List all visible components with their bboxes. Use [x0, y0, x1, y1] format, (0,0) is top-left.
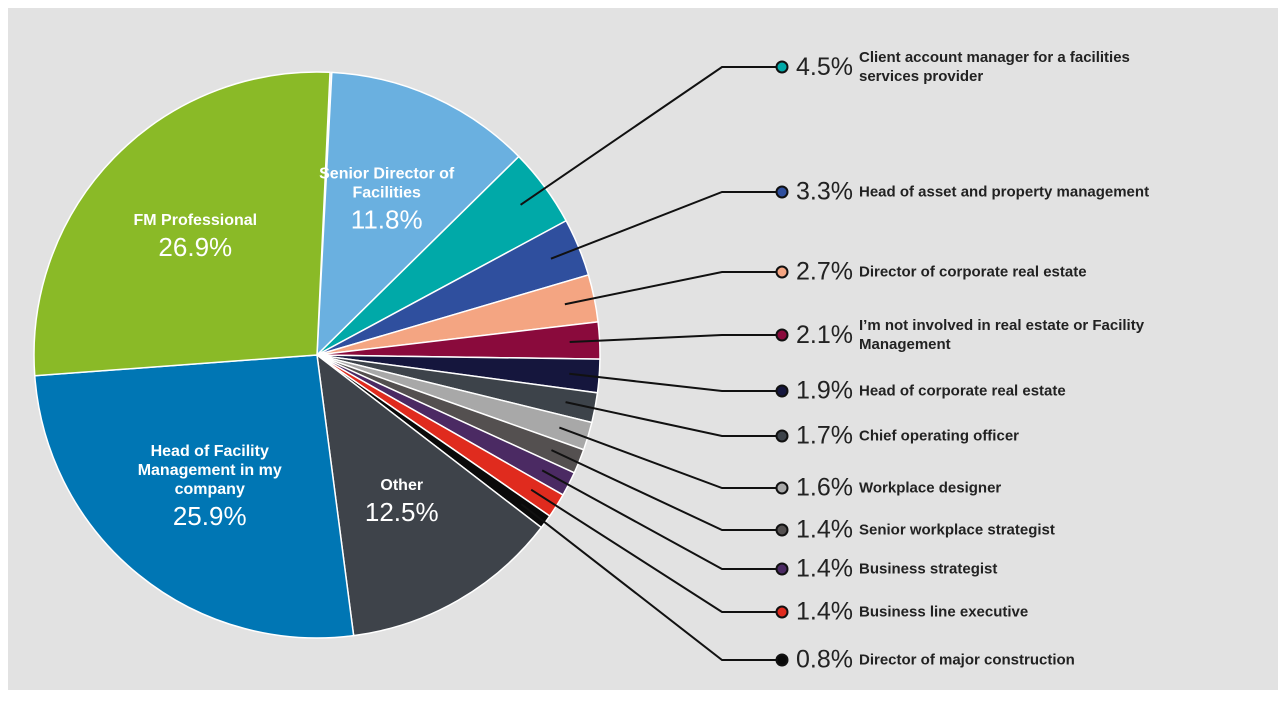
legend-entry: 3.3% Head of asset and property managemen…	[796, 178, 1149, 207]
legend-name: Workplace designer	[858, 479, 1002, 497]
legend-entry: 2.7% Director of corporate real estate	[796, 258, 1087, 287]
legend-value: 2.1%	[796, 320, 853, 349]
legend-dot	[775, 562, 789, 576]
pie-slice	[316, 71, 520, 357]
leader-line	[569, 334, 782, 344]
leader-line	[565, 401, 782, 437]
legend-name: Senior workplace strategist	[858, 521, 1055, 539]
legend-entry: 4.5% Client account manager for a facilit…	[796, 48, 1159, 86]
leader-line	[551, 449, 782, 531]
slice-label: FM Professional 26.9%	[110, 211, 280, 263]
legend-value: 1.7%	[796, 421, 853, 450]
legend-value: 4.5%	[796, 52, 853, 81]
legend-value: 3.3%	[796, 177, 853, 206]
legend-dot	[775, 429, 789, 443]
pie-slice	[316, 353, 543, 637]
legend-name: Business line executive	[858, 603, 1029, 621]
legend-entry: 1.6% Workplace designer	[796, 474, 1001, 503]
pie-slice	[33, 354, 355, 639]
legend-value: 1.4%	[796, 515, 853, 544]
slice-name: FM Professional	[133, 211, 258, 229]
legend-value: 1.6%	[796, 473, 853, 502]
leader-line	[520, 503, 782, 661]
legend-name: Director of corporate real estate	[858, 263, 1087, 281]
legend-dot	[775, 523, 789, 537]
slice-name: Head of Facility Management in my compan…	[137, 442, 282, 498]
leader-line	[559, 426, 782, 489]
legend-dot	[775, 328, 789, 342]
slice-value: 11.8%	[350, 204, 423, 235]
legend-dot	[775, 481, 789, 495]
legend-value: 0.8%	[796, 645, 853, 674]
legend-entry: 1.9% Head of corporate real estate	[796, 377, 1066, 406]
legend-dot	[775, 605, 789, 619]
leader-line	[564, 271, 782, 306]
legend-name: Head of corporate real estate	[858, 382, 1066, 400]
legend-dot	[775, 185, 789, 199]
legend-value: 1.4%	[796, 597, 853, 626]
slice-value: 12.5%	[364, 497, 439, 528]
legend-name: Client account manager for a facilities …	[858, 49, 1130, 85]
legend-value: 2.7%	[796, 257, 853, 286]
leader-line	[550, 191, 782, 260]
legend-name: Director of major construction	[858, 651, 1075, 669]
legend-entry: 1.7% Chief operating officer	[796, 422, 1019, 451]
legend-entry: 1.4% Business line executive	[796, 598, 1028, 627]
leader-line	[569, 372, 782, 392]
legend-dot	[775, 653, 789, 667]
legend-dot	[775, 265, 789, 279]
legend-entry: 1.4% Senior workplace strategist	[796, 516, 1055, 545]
leader-line	[520, 66, 782, 206]
slice-label: Head of Facility Management in my compan…	[125, 442, 295, 532]
pie-slice	[33, 71, 331, 377]
legend-name: Head of asset and property management	[858, 183, 1150, 201]
slice-value: 26.9%	[158, 231, 233, 262]
slice-name: Other	[380, 477, 424, 495]
slice-label: Other 12.5%	[317, 476, 487, 528]
legend-entry: 2.1% I’m not involved in real estate or F…	[796, 316, 1159, 354]
legend-entry: 0.8% Director of major construction	[796, 646, 1075, 675]
leader-line	[530, 488, 782, 613]
legend-value: 1.9%	[796, 376, 853, 405]
slice-name: Senior Director of Facilities	[319, 165, 455, 202]
legend-entry: 1.4% Business strategist	[796, 555, 997, 584]
slice-value: 25.9%	[172, 500, 247, 531]
slice-label: Senior Director of Facilities 11.8%	[302, 165, 472, 236]
legend-dot	[775, 60, 789, 74]
legend-dot	[775, 384, 789, 398]
legend-name: I’m not involved in real estate or Facil…	[858, 317, 1145, 353]
legend-name: Chief operating officer	[858, 427, 1019, 445]
legend-value: 1.4%	[796, 554, 853, 583]
legend-name: Business strategist	[858, 560, 998, 578]
leader-line	[541, 469, 782, 570]
